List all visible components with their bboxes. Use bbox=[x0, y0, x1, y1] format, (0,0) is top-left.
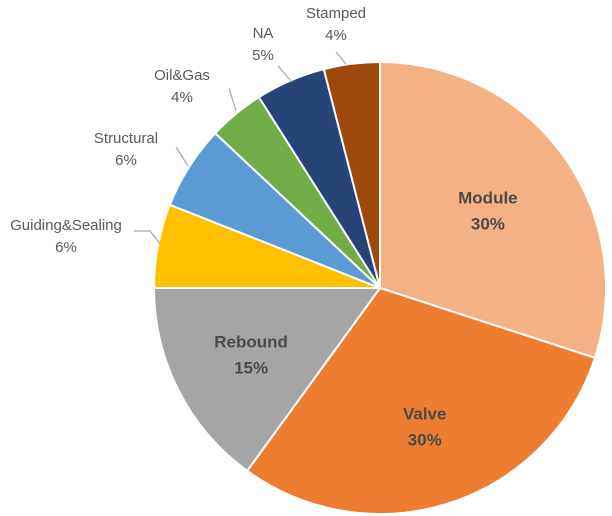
slice-percent: 30% bbox=[408, 431, 442, 450]
pie-slice-module bbox=[379, 61, 607, 359]
slice-percent: 15% bbox=[234, 359, 268, 378]
slice-percent: 30% bbox=[471, 215, 505, 234]
leader-line-stamped bbox=[335, 51, 347, 65]
slice-name: Oil&Gas bbox=[154, 67, 210, 84]
pie-slice-stamped bbox=[322, 61, 381, 289]
slice-name: Structural bbox=[94, 130, 158, 147]
slice-name: Rebound bbox=[214, 333, 288, 352]
slice-label-rebound: Rebound 15% bbox=[214, 333, 288, 378]
slice-label-stamped: Stamped 4% bbox=[306, 5, 366, 44]
leader-line-structural bbox=[175, 146, 189, 167]
slice-label-na: NA 5% bbox=[252, 25, 274, 64]
slice-percent: 6% bbox=[55, 239, 77, 256]
slice-name: Module bbox=[458, 189, 518, 208]
slice-name: Valve bbox=[403, 405, 447, 424]
slice-percent: 6% bbox=[115, 152, 137, 169]
slice-labels: Module 30% Valve 30% Rebound 15% Guiding&Seali… bbox=[10, 5, 518, 450]
slice-label-module: Module 30% bbox=[458, 189, 518, 234]
slice-label-guiding-sealing: Guiding&Sealing 6% bbox=[10, 217, 122, 256]
slice-label-structural: Structural 6% bbox=[94, 130, 158, 169]
pie-slices bbox=[153, 61, 607, 515]
slice-name: NA bbox=[253, 25, 274, 42]
leader-lines bbox=[134, 51, 347, 245]
slice-percent: 4% bbox=[325, 27, 347, 44]
pie-slice-valve bbox=[246, 287, 596, 515]
slice-name: Stamped bbox=[306, 5, 366, 22]
slice-label-oil-gas: Oil&Gas 4% bbox=[154, 67, 210, 106]
leader-line-guiding-sealing bbox=[134, 230, 161, 245]
slice-percent: 5% bbox=[252, 47, 274, 64]
pie-slice-rebound bbox=[153, 287, 381, 472]
leader-line-oil-gas bbox=[228, 87, 237, 112]
leader-line-na bbox=[277, 65, 293, 83]
slice-percent: 4% bbox=[171, 89, 193, 106]
slice-label-valve: Valve 30% bbox=[403, 405, 447, 450]
slice-name: Guiding&Sealing bbox=[10, 217, 122, 234]
